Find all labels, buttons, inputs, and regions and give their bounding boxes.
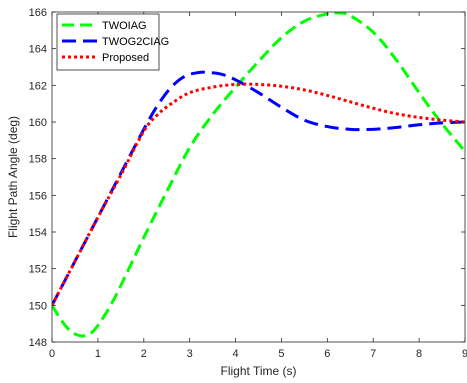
axes-layer: 0 1 2 3 4 5 6 7 8 9 148 150 152 154 156 158 160 162 164 166	[29, 7, 467, 360]
series-layer	[52, 12, 465, 338]
legend-label-twoiag: TWOIAG	[102, 20, 147, 32]
y-tick-label: 152	[29, 264, 47, 276]
legend: TWOIAG TWOG2CIAG Proposed	[56, 13, 169, 71]
x-tick-label: 7	[370, 348, 376, 360]
x-tick-label: 2	[141, 348, 147, 360]
axes-box	[51, 11, 466, 343]
series-line-proposed	[52, 82, 465, 307]
y-tick-label: 164	[29, 44, 47, 56]
legend-label-proposed: Proposed	[102, 52, 149, 64]
x-tick-label: 1	[95, 348, 101, 360]
y-tick-label: 166	[29, 7, 47, 19]
y-tick-label: 156	[29, 190, 47, 202]
x-tick-label: 3	[187, 348, 193, 360]
legend-label-twog2ciag: TWOG2CIAG	[102, 36, 169, 48]
y-axis-label: Flight Path Angle (deg)	[6, 116, 20, 238]
x-tick-label: 6	[324, 348, 330, 360]
x-axis-label: Flight Time (s)	[220, 364, 296, 378]
x-tick-label: 8	[416, 348, 422, 360]
x-tick-label: 5	[278, 348, 284, 360]
y-tick-label: 150	[29, 300, 47, 312]
y-tick-label: 162	[29, 80, 47, 92]
x-tick-label: 4	[232, 348, 238, 360]
y-tick-label: 154	[29, 227, 47, 239]
y-tick-label: 158	[29, 154, 47, 166]
y-tick-label: 148	[29, 337, 47, 349]
y-tick-label: 160	[29, 117, 47, 129]
x-tick-label: 0	[49, 348, 55, 360]
x-tick-label: 9	[462, 348, 467, 360]
series-line-twoiag	[52, 12, 465, 338]
